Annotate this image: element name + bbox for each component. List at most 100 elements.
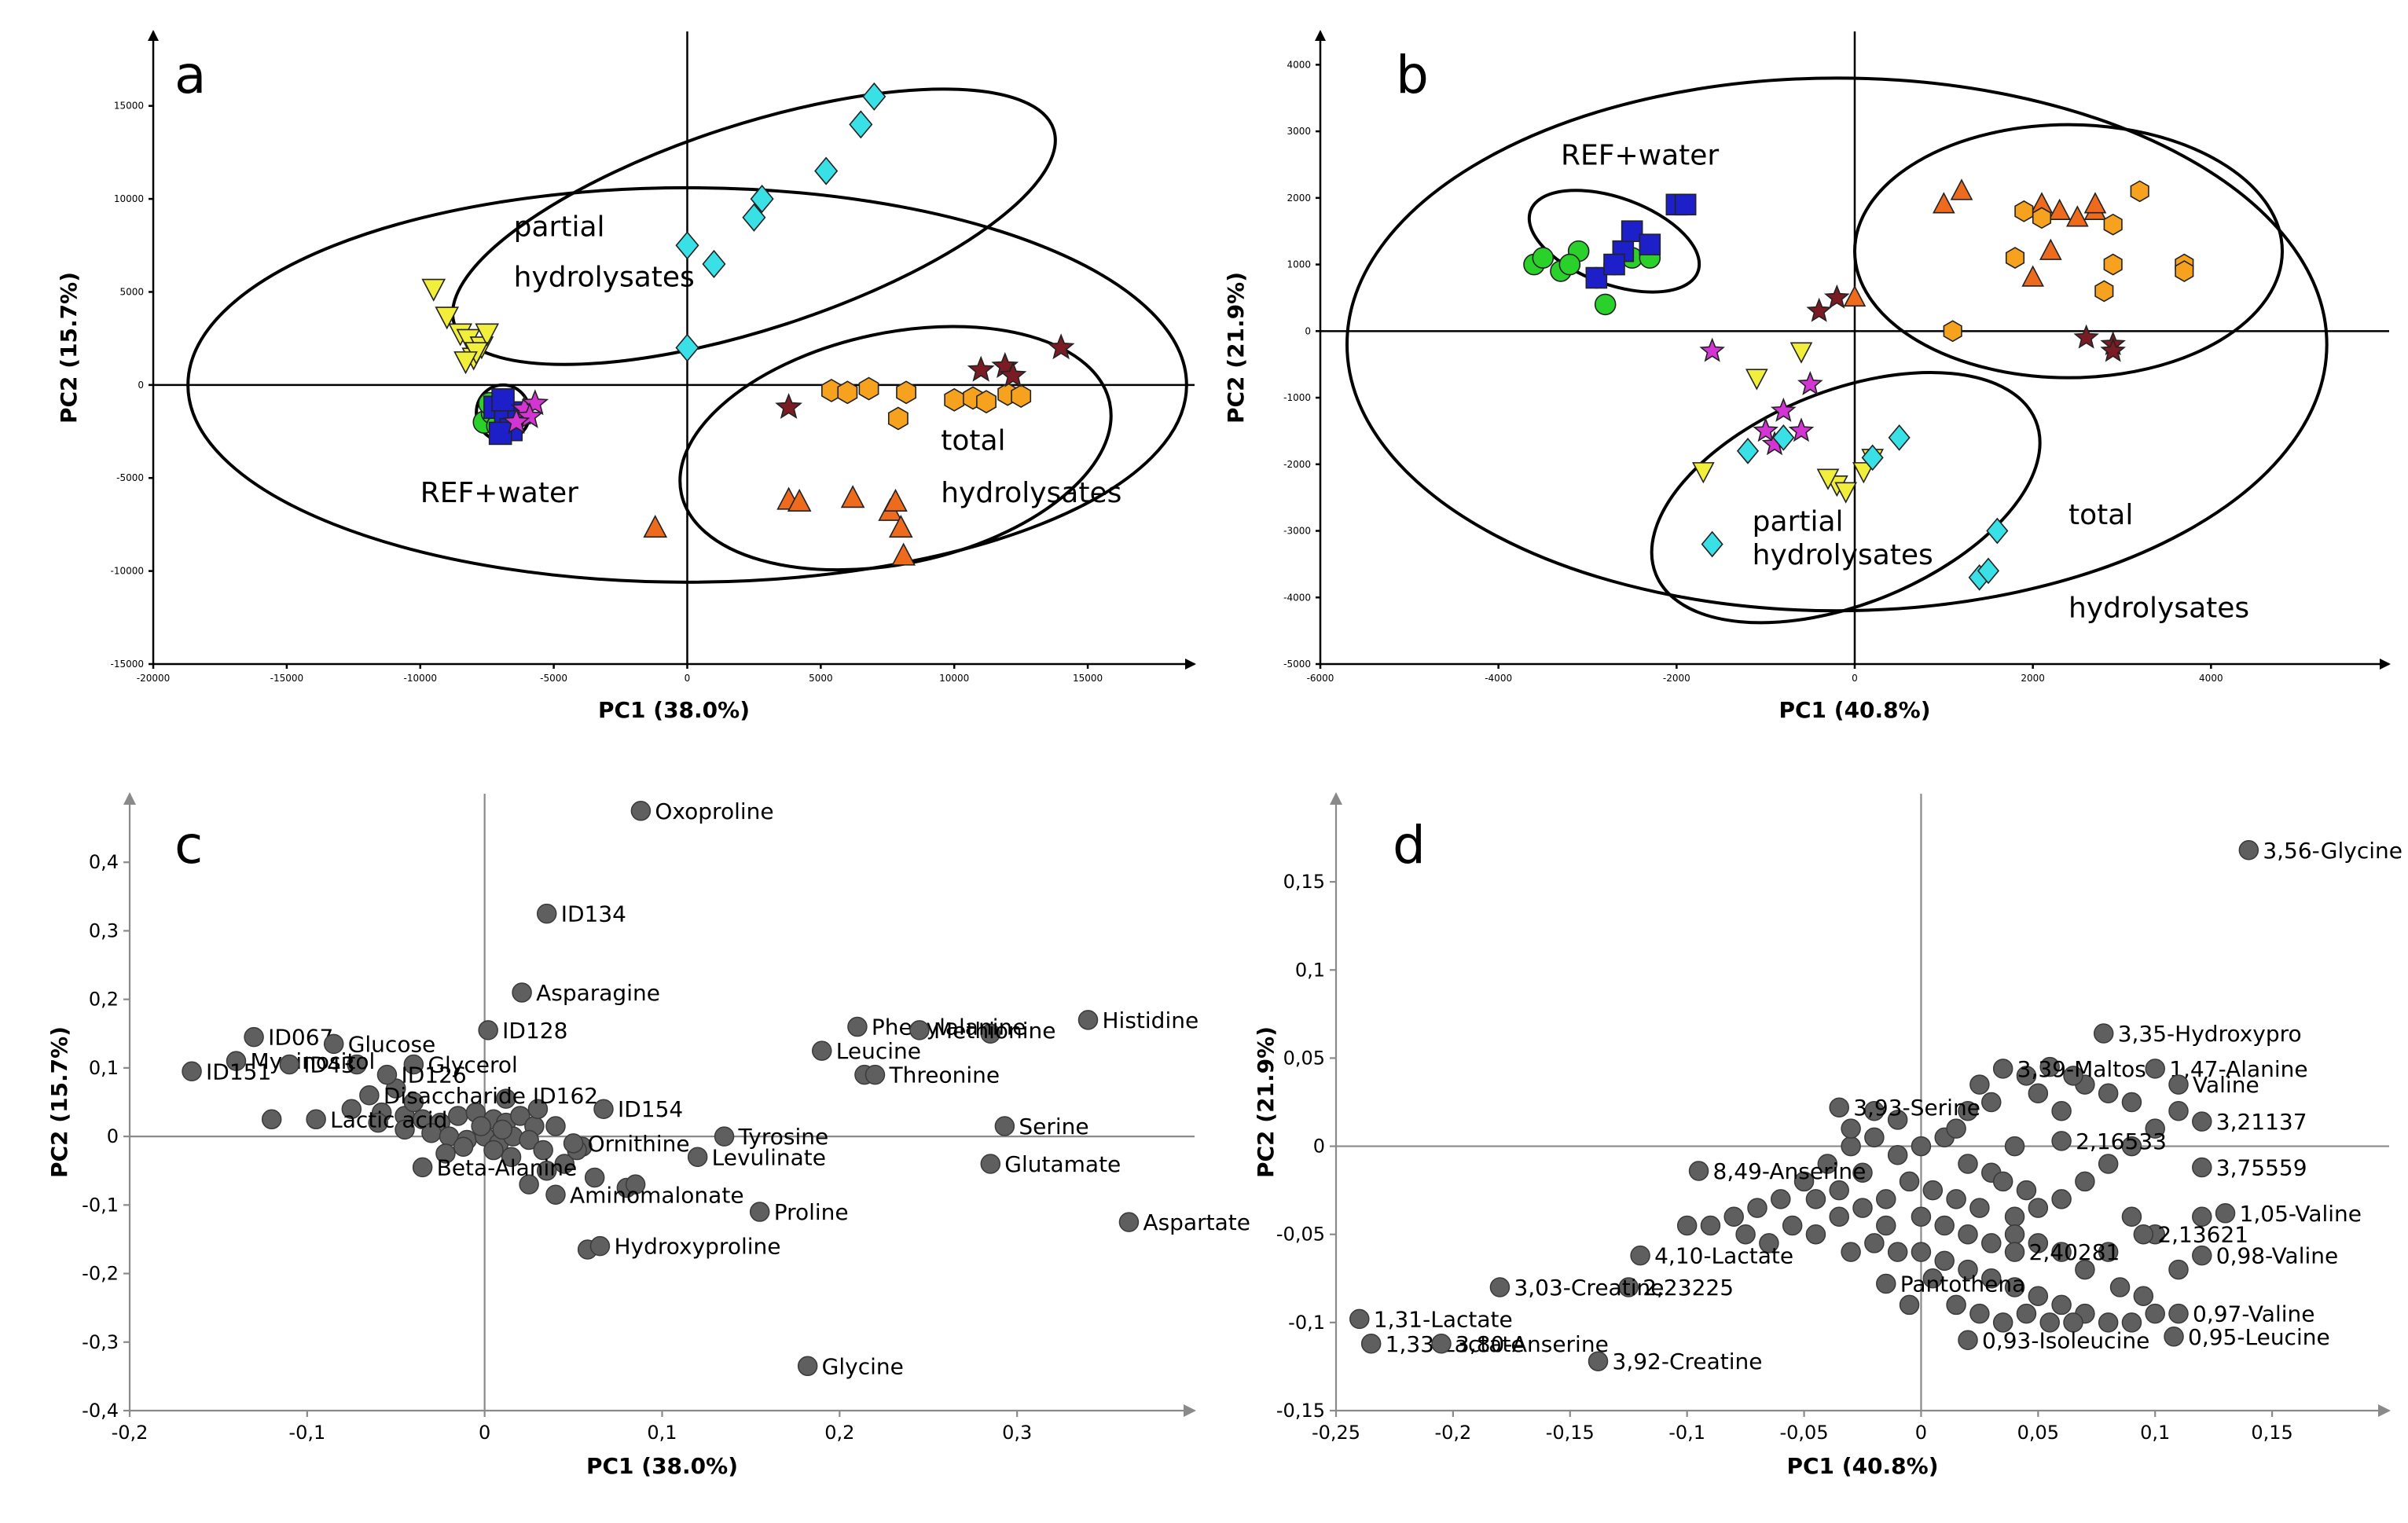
- y-tick-label: -5000: [1283, 659, 1311, 670]
- data-point: [496, 1088, 516, 1109]
- data-point: [1958, 1259, 1978, 1280]
- data-point: [1876, 1273, 1896, 1294]
- data-point: [1992, 1171, 2013, 1192]
- point-label: Threonine: [889, 1062, 1000, 1088]
- point-label: ID126: [401, 1062, 466, 1088]
- point-label: 3,75559: [2216, 1154, 2307, 1180]
- x-tick-label: -0,1: [288, 1422, 325, 1444]
- data-point: [536, 903, 557, 924]
- group-annotation: partial: [1753, 506, 1844, 538]
- data-point: [435, 1143, 456, 1164]
- data-point: [1829, 1097, 1849, 1117]
- data-point: [840, 485, 865, 508]
- data-point: [2039, 1312, 2060, 1333]
- data-point: [2215, 1203, 2236, 1224]
- data-point: [1843, 284, 1867, 307]
- point-label: 1,05-Valine: [2240, 1201, 2362, 1227]
- y-tick-label: 0: [138, 380, 144, 391]
- data-point: [849, 110, 873, 139]
- point-label: ID43: [303, 1052, 354, 1078]
- data-point: [630, 801, 652, 821]
- data-point: [2192, 1157, 2212, 1178]
- data-point: [2145, 1118, 2165, 1139]
- data-point: [2121, 1136, 2142, 1157]
- data-point: [2028, 1233, 2049, 1253]
- data-point: [412, 1157, 433, 1178]
- series-total-hydrolysates-dark-red-star-: [1806, 284, 2126, 362]
- data-point: [1911, 1206, 1932, 1228]
- data-point: [453, 351, 478, 375]
- data-point: [1943, 320, 1962, 343]
- data-point: [2016, 1180, 2037, 1201]
- x-tick-label: -15000: [270, 673, 304, 684]
- group-annotation: hydrolysates: [1753, 539, 1933, 571]
- data-point: [1688, 1161, 1709, 1181]
- data-point: [2032, 207, 2052, 229]
- point-label: Tyrosine: [738, 1124, 829, 1150]
- y-tick-label: -3000: [1283, 526, 1311, 537]
- point-label: 3,39-Maltose: [2017, 1056, 2160, 1082]
- point-label: ID154: [618, 1096, 683, 1122]
- data-point: [1047, 333, 1075, 360]
- data-point: [2004, 1136, 2025, 1157]
- point-label: 3,35-Hydroxypro: [2118, 1021, 2302, 1047]
- point-label: Glucose: [348, 1031, 436, 1057]
- data-point: [750, 185, 774, 214]
- data-point: [2051, 1294, 2072, 1316]
- group-annotation: hydrolysates: [2068, 593, 2249, 625]
- data-point: [2145, 1059, 2165, 1079]
- y-tick-label: 0,1: [1295, 959, 1325, 981]
- data-point: [2192, 1111, 2212, 1132]
- x-tick-label: -20000: [137, 673, 171, 684]
- y-tick-label: 0,4: [89, 851, 119, 873]
- point-label: ID134: [561, 901, 626, 927]
- data-point: [2073, 324, 2099, 349]
- data-point: [944, 387, 965, 412]
- point-label: 3,03-Creatine: [1514, 1275, 1664, 1301]
- data-point: [2094, 280, 2114, 303]
- point-label: Beta-Alanine: [437, 1154, 578, 1180]
- data-point: [1639, 233, 1661, 255]
- group-ellipse-total: [1853, 123, 2284, 380]
- panel-a-plot: -20000 -15000 -10000 -5000 0 5000 10000 15000 -1…: [56, 30, 1196, 723]
- x-tick-label: 0: [1915, 1422, 1927, 1444]
- data-point: [519, 1174, 539, 1195]
- data-point: [1736, 437, 1760, 464]
- data-point: [2192, 1206, 2212, 1228]
- data-point: [887, 406, 909, 431]
- panel-a: a: [174, 45, 206, 105]
- data-point: [2016, 1066, 2037, 1086]
- point-label: 3,21137: [2216, 1109, 2307, 1135]
- data-point: [687, 1147, 708, 1168]
- x-tick-label: -0,2: [1434, 1422, 1471, 1444]
- panel-b: b: [1396, 45, 1429, 105]
- y-tick-label: -15000: [110, 659, 144, 670]
- point-label: 2,13621: [2157, 1222, 2248, 1248]
- y-tick-label: 4000: [1287, 59, 1311, 70]
- data-point: [1118, 1212, 1140, 1232]
- series-ref-water-blue-: [1585, 193, 1697, 289]
- data-point: [502, 407, 530, 434]
- point-label: Aspartate: [1143, 1209, 1250, 1235]
- y-tick-label: 0,15: [1283, 871, 1325, 893]
- data-point: [2130, 180, 2149, 203]
- data-point: [1793, 1171, 1815, 1192]
- data-point: [675, 231, 699, 260]
- data-point: [1797, 370, 1823, 395]
- data-point: [2039, 238, 2062, 260]
- data-point: [2098, 1242, 2119, 1262]
- x-tick-label: 0,05: [2017, 1422, 2059, 1444]
- point-label: Glutamate: [1004, 1151, 1121, 1177]
- group-annotation: total: [2068, 499, 2133, 531]
- data-point: [2093, 1023, 2114, 1044]
- data-point: [2121, 1092, 2142, 1113]
- data-point: [347, 1054, 367, 1075]
- data-point: [1816, 468, 1840, 490]
- data-point: [244, 1026, 264, 1048]
- panel-b-plot: -6000 -4000 -2000 0 2000 4000 -5000 -4000 -3000 -…: [1223, 30, 2391, 723]
- panel-d-letter: d: [1393, 815, 1426, 875]
- data-point: [1861, 444, 1884, 472]
- data-point: [1349, 1308, 1370, 1330]
- data-point: [2103, 213, 2123, 236]
